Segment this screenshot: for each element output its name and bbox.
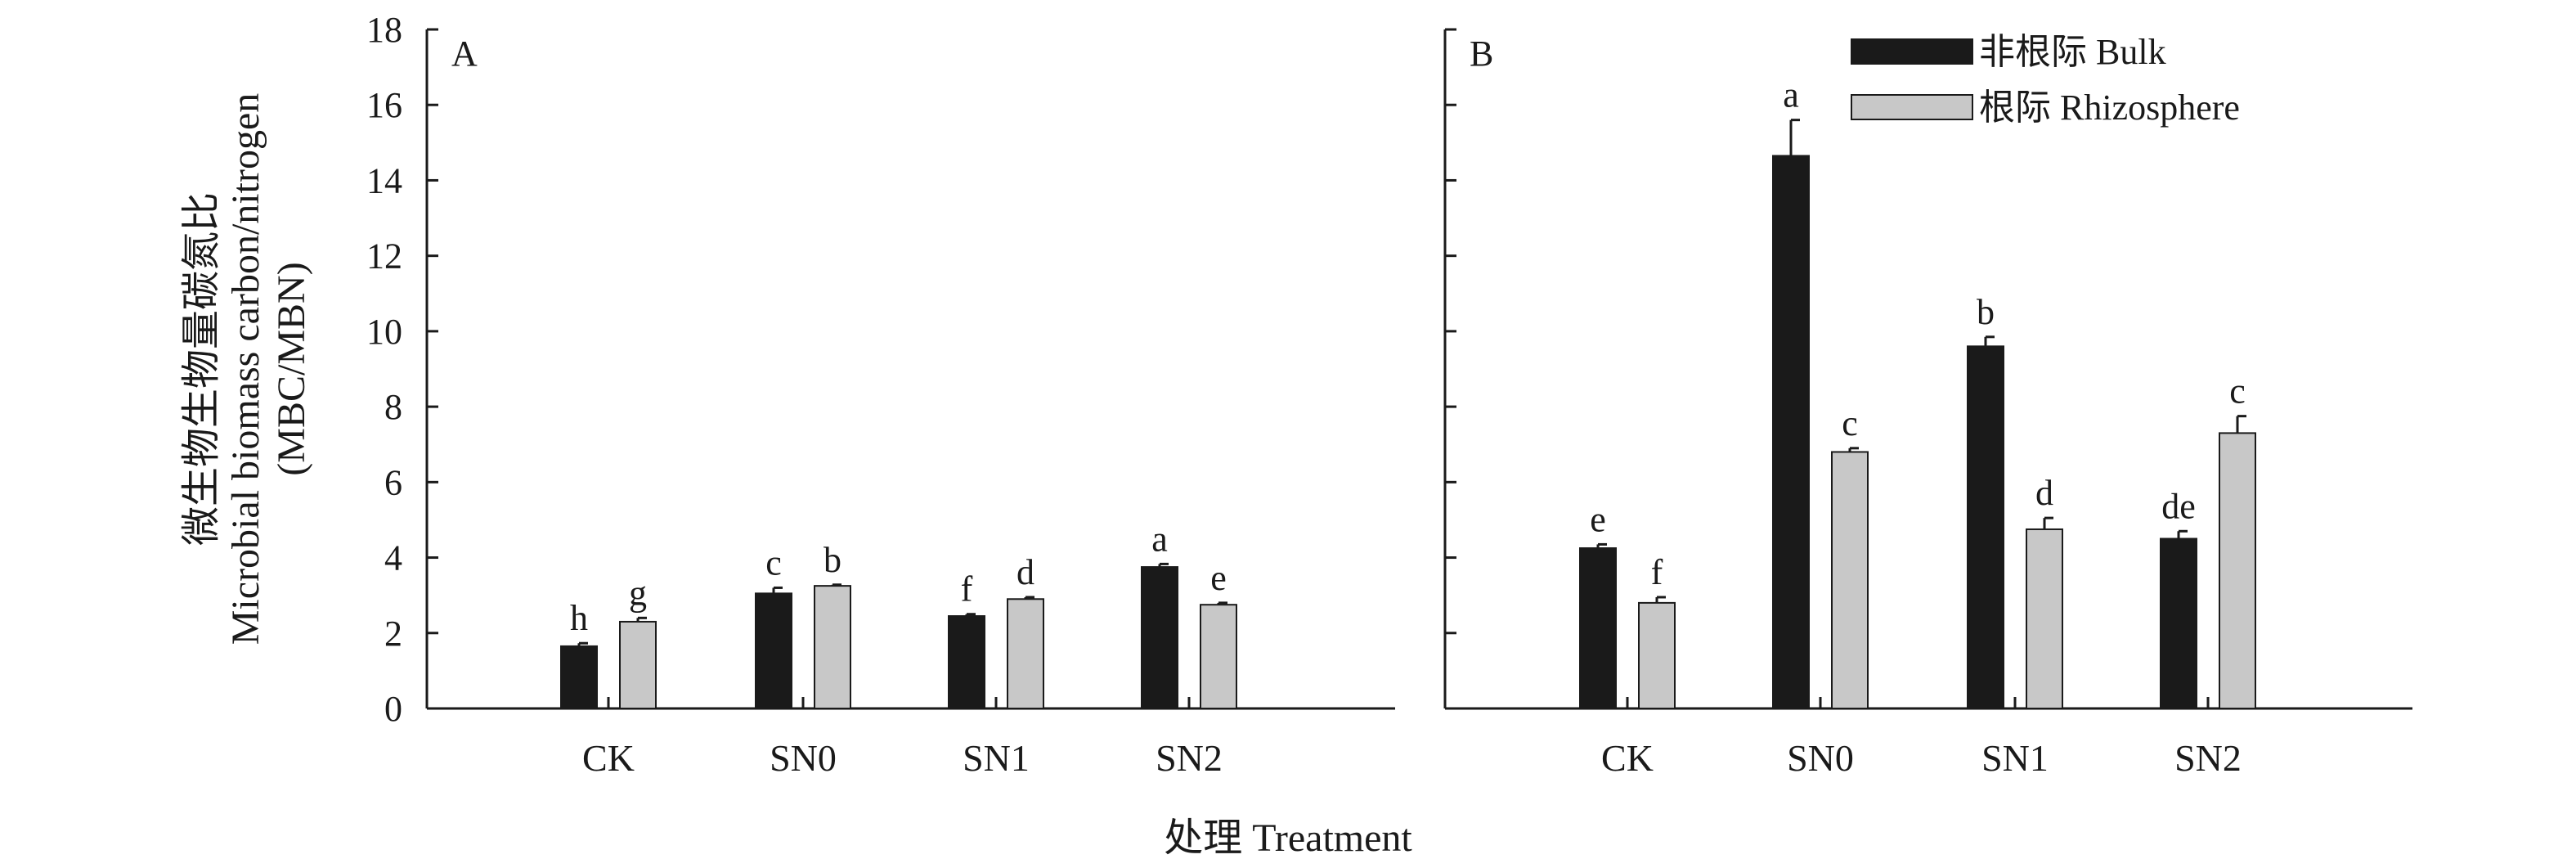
x-tick-label: CK (582, 737, 635, 779)
bar-A-bulk-SN2 (1141, 566, 1178, 709)
y-tick-label: 4 (384, 538, 402, 578)
legend: 非根际 Bulk 根际 Rhizosphere (1851, 32, 2240, 128)
legend-swatch-bulk (1851, 38, 1973, 65)
x-tick-label: SN0 (770, 737, 837, 779)
y-tick-label: 14 (366, 160, 402, 200)
significance-letter: c (765, 542, 782, 582)
significance-letter: b (824, 540, 841, 580)
bar-A-bulk-CK (560, 645, 598, 710)
bar-B-rhizosphere-SN2 (2219, 432, 2256, 710)
significance-letter: d (2035, 473, 2053, 513)
significance-letter: e (1210, 558, 1227, 598)
significance-letter: h (570, 598, 588, 638)
significance-letter: f (1651, 552, 1663, 592)
significance-letter: b (1977, 292, 1995, 332)
bar-A-bulk-SN0 (755, 592, 792, 709)
y-tick-label: 10 (366, 312, 402, 352)
significance-letter: a (1151, 519, 1168, 559)
bar-B-bulk-SN2 (2160, 537, 2197, 709)
y-axis-title-line-3: (MBC/MBN) (270, 262, 313, 475)
y-tick-label: 6 (384, 462, 402, 502)
significance-letter: f (961, 569, 973, 609)
x-tick-label: SN1 (963, 737, 1030, 779)
significance-letter: d (1016, 552, 1034, 592)
x-axis-title: 处理 Treatment (1164, 816, 1412, 860)
significance-letter: c (2229, 371, 2246, 412)
significance-letter: g (629, 573, 647, 613)
bar-A-rhizosphere-SN0 (814, 585, 851, 710)
y-tick-label: 2 (384, 614, 402, 654)
x-tick-label: SN0 (1787, 737, 1854, 779)
bar-B-bulk-SN0 (1772, 155, 1810, 709)
bar-A-rhizosphere-CK (619, 620, 657, 710)
x-tick-label: SN2 (1156, 737, 1223, 779)
bar-B-rhizosphere-CK (1638, 601, 1676, 710)
x-tick-label: SN2 (2174, 737, 2242, 779)
bar-B-rhizosphere-SN0 (1831, 451, 1869, 709)
bar-B-rhizosphere-SN1 (2026, 528, 2063, 709)
x-tick-label: CK (1601, 737, 1654, 779)
y-tick-label: 0 (384, 689, 402, 729)
significance-letter: de (2161, 486, 2196, 526)
y-axis-title-line-1: 微生物生物量碳氮比 (180, 192, 223, 546)
bar-B-bulk-SN1 (1967, 345, 2004, 709)
panel-B: B CK SN0 SN1 SN2 e a b de f c d c (1443, 28, 2412, 779)
y-axis-title-line-2: Microbial biomass carbon/nitrogen (224, 93, 267, 645)
legend-swatch-rhizosphere (1851, 94, 1973, 120)
significance-letter: a (1783, 75, 1799, 115)
legend-label-bulk: 非根际 Bulk (1979, 32, 2166, 72)
bar-A-bulk-SN1 (948, 615, 985, 709)
y-tick-label: 8 (384, 387, 402, 427)
x-tick-label: SN1 (1981, 737, 2049, 779)
y-tick-label: 16 (366, 85, 402, 125)
bar-A-rhizosphere-SN1 (1007, 598, 1044, 709)
bar-A-rhizosphere-SN2 (1200, 604, 1237, 710)
panel-label: B (1470, 34, 1493, 74)
legend-label-rhizosphere: 根际 Rhizosphere (1979, 88, 2240, 128)
y-axis-title: 微生物生物量碳氮比 Microbial biomass carbon/nitrog… (180, 93, 313, 645)
bar-B-bulk-CK (1579, 547, 1617, 709)
y-tick-label: 12 (366, 236, 402, 277)
panel-A: 0 2 4 6 8 10 12 14 16 18 A CK SN0 SN1 SN2 h c f a g b d e (366, 10, 1395, 779)
significance-letter: e (1590, 499, 1606, 539)
y-tick-label: 18 (366, 10, 402, 50)
panel-label: A (451, 34, 478, 74)
significance-letter: c (1842, 403, 1858, 443)
